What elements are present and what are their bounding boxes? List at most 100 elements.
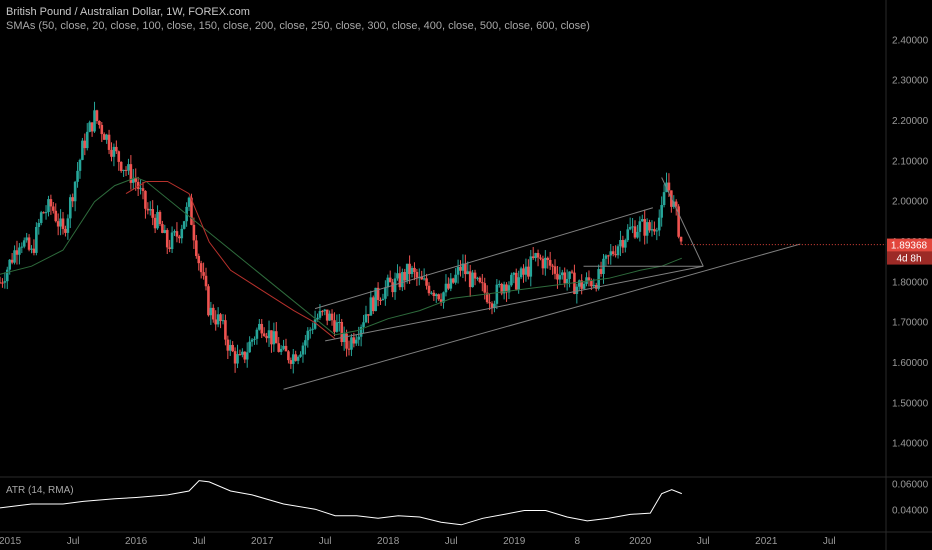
x-tick-label: 2016: [125, 536, 148, 547]
candle-body: [614, 254, 617, 256]
candle-body: [284, 345, 288, 352]
candle-body: [461, 263, 465, 271]
candle-body: [318, 311, 322, 318]
candle-body: [134, 178, 138, 182]
candle-body: [85, 131, 89, 149]
sma-red-line: [125, 181, 336, 340]
candle-body: [565, 278, 569, 284]
candle-body: [468, 271, 472, 288]
candle-body: [451, 278, 455, 283]
candle-body: [100, 124, 104, 135]
candle-body: [42, 212, 45, 214]
candle-body: [190, 197, 193, 225]
candle-body: [107, 134, 111, 150]
y-tick-label: 2.20000: [892, 116, 929, 127]
candle-body: [425, 278, 428, 286]
candle-body: [359, 326, 363, 337]
candle-body: [488, 302, 491, 304]
candle-body: [558, 275, 562, 280]
candle-body: [148, 209, 152, 211]
candle-body: [236, 354, 239, 364]
candle-body: [485, 292, 489, 303]
atr-legend[interactable]: ATR (14, RMA): [6, 485, 74, 496]
candle-body: [497, 283, 501, 285]
candle-body: [473, 272, 477, 279]
candle-body: [308, 329, 312, 331]
candle-body: [338, 322, 341, 324]
candle-body: [391, 282, 394, 293]
trendline[interactable]: [661, 177, 704, 267]
candle-body: [335, 322, 339, 332]
candle-body: [260, 323, 264, 334]
x-tick-label: Jul: [67, 536, 80, 547]
x-tick-label: Jul: [193, 536, 206, 547]
candle-body: [270, 330, 273, 345]
candle-body: [674, 201, 678, 207]
trendline[interactable]: [325, 265, 704, 342]
trendline[interactable]: [283, 243, 801, 390]
candle-body: [568, 271, 571, 279]
trendline[interactable]: [314, 207, 653, 310]
candle-body: [536, 253, 540, 258]
candle-body: [214, 319, 218, 325]
candle-body: [304, 340, 307, 346]
candle-body: [1, 282, 4, 284]
candle-body: [81, 140, 84, 160]
candle-body: [677, 206, 680, 237]
candle-body: [437, 294, 440, 300]
candle-body: [294, 354, 297, 361]
candle-body: [422, 278, 426, 280]
candle-body: [367, 314, 370, 316]
candle-body: [5, 269, 9, 282]
candle-body: [287, 351, 290, 361]
candle-body: [233, 351, 237, 364]
candle-body: [321, 311, 324, 313]
candle-body: [35, 226, 38, 253]
candle-body: [403, 272, 407, 281]
candle-body: [350, 337, 353, 350]
candle-body: [643, 219, 646, 236]
candle-body: [621, 240, 625, 248]
candle-body: [420, 276, 424, 280]
candle-body: [124, 169, 128, 171]
x-tick-label: 2020: [629, 536, 652, 547]
x-tick-label: 2018: [377, 536, 400, 547]
candle-body: [156, 211, 159, 229]
candle-body: [342, 333, 346, 343]
candle-body: [371, 297, 375, 312]
y-tick-label: 1.70000: [892, 318, 929, 329]
candle-body: [3, 281, 7, 283]
y-tick-label: 2.30000: [892, 76, 929, 87]
candle-body: [514, 272, 518, 290]
candle-body: [161, 224, 164, 233]
candle-body: [340, 322, 344, 343]
candle-body: [301, 345, 305, 355]
candle-body: [265, 335, 268, 339]
candle-body: [628, 227, 632, 230]
candle-body: [73, 181, 77, 202]
studies-legend[interactable]: SMAs (50, close, 20, close, 100, close, …: [6, 20, 590, 32]
candle-body: [15, 250, 19, 255]
candle-body: [459, 266, 462, 271]
candle-body: [347, 348, 351, 350]
candle-body: [653, 229, 656, 232]
candle-body: [662, 192, 666, 206]
x-tick-label: 2015: [0, 536, 22, 547]
candle-body: [168, 247, 171, 250]
candle-body: [248, 341, 251, 353]
atr-y-tick-label: 0.06000: [892, 480, 929, 491]
candle-body: [119, 161, 123, 171]
candle-body: [345, 333, 348, 349]
x-tick-label: 2019: [503, 536, 526, 547]
candle-body: [258, 323, 261, 330]
candle-body: [10, 259, 14, 263]
candle-body: [76, 170, 79, 182]
candle-body: [178, 236, 181, 239]
candle-body: [153, 217, 157, 229]
candle-body: [64, 228, 67, 233]
candle-body: [197, 255, 201, 264]
candle-body: [541, 258, 545, 269]
candle-body: [631, 226, 634, 228]
candle-body: [204, 275, 208, 287]
